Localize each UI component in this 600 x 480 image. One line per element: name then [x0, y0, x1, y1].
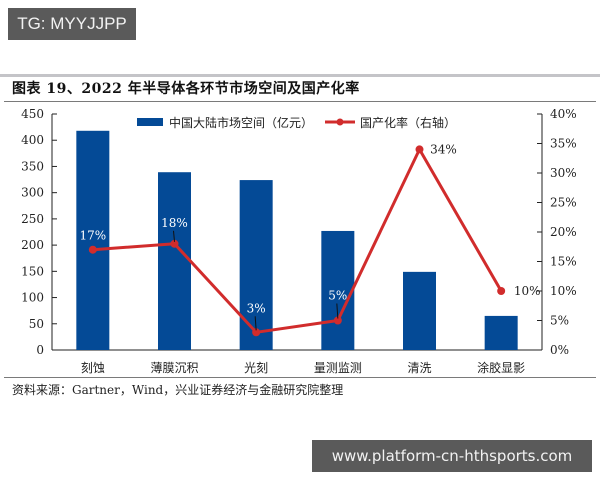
right-tick-label: 40% — [550, 107, 577, 121]
figure-title: 图表 19、2022 年半导体各环节市场空间及国产化率 — [12, 81, 360, 97]
right-axis: 0% 5% 10% 15% 20% 25% 30% 35% 40% — [537, 107, 577, 357]
right-tick-label: 5% — [550, 314, 569, 328]
x-tick-label: 量测监测 — [314, 361, 362, 375]
line-point — [333, 316, 342, 325]
title-divider — [4, 101, 596, 102]
x-tick-label: 涂胶显影 — [477, 360, 525, 375]
data-label: 18% — [161, 216, 188, 230]
left-axis: 0 50 100 150 200 250 300 350 400 450 — [21, 107, 542, 357]
left-tick-label: 100 — [21, 291, 44, 305]
legend-line-marker — [336, 118, 344, 126]
left-tick-label: 50 — [29, 317, 44, 331]
data-label: 10% — [514, 284, 541, 298]
bar — [158, 172, 191, 350]
x-tick-label: 刻蚀 — [81, 361, 105, 375]
data-label: 5% — [328, 289, 347, 303]
source-note: 资料来源：Gartner，Wind，兴业证券经济与金融研究院整理 — [12, 383, 344, 397]
data-label: 3% — [247, 301, 266, 315]
right-tick-label: 10% — [550, 284, 577, 298]
line-point — [170, 239, 179, 248]
right-tick-label: 35% — [550, 137, 577, 151]
legend-line-label: 国产化率（右轴） — [360, 115, 456, 130]
data-label: 34% — [430, 142, 457, 156]
data-label: 17% — [79, 229, 106, 243]
line-series: 17% 18% 3% 5% 34% 10% — [79, 142, 541, 337]
right-tick-label: 15% — [550, 255, 577, 269]
left-tick-label: 0 — [36, 343, 44, 357]
x-tick-label: 薄膜沉积 — [150, 360, 198, 375]
x-tick-label: 光刻 — [244, 361, 268, 375]
line-point — [415, 145, 424, 154]
bar — [484, 315, 518, 350]
x-tick-label: 清洗 — [407, 361, 431, 375]
x-axis-labels: 刻蚀 薄膜沉积 光刻 量测监测 清洗 涂胶显影 — [81, 360, 525, 375]
top-divider — [0, 74, 600, 77]
right-tick-label: 25% — [550, 196, 577, 210]
left-tick-label: 150 — [21, 264, 44, 278]
line-point — [497, 287, 506, 295]
left-tick-label: 350 — [21, 159, 44, 173]
watermark-bottom: www.platform-cn-hthsports.com — [312, 440, 592, 472]
bar — [403, 271, 436, 350]
source-divider — [4, 377, 596, 378]
left-tick-label: 250 — [21, 212, 44, 226]
bar — [321, 230, 355, 350]
right-tick-label: 20% — [550, 225, 577, 239]
line-point — [252, 328, 261, 337]
left-tick-label: 450 — [21, 107, 44, 121]
legend-bar-label: 中国大陆市场空间（亿元） — [169, 115, 313, 130]
right-tick-label: 0% — [550, 343, 569, 357]
left-tick-label: 400 — [21, 133, 44, 147]
line-point — [88, 245, 97, 254]
chart: 0 50 100 150 200 250 300 350 400 450 0% 5% 10% 15% 20… — [21, 107, 577, 375]
watermark-top: TG: MYYJJPP — [8, 8, 136, 40]
bar-series — [76, 130, 518, 350]
bar — [76, 130, 110, 350]
left-tick-label: 200 — [21, 238, 44, 252]
legend: 中国大陆市场空间（亿元） 国产化率（右轴） — [137, 115, 456, 130]
legend-bar-swatch — [137, 118, 163, 126]
left-tick-label: 300 — [21, 186, 44, 200]
right-tick-label: 30% — [550, 166, 577, 180]
